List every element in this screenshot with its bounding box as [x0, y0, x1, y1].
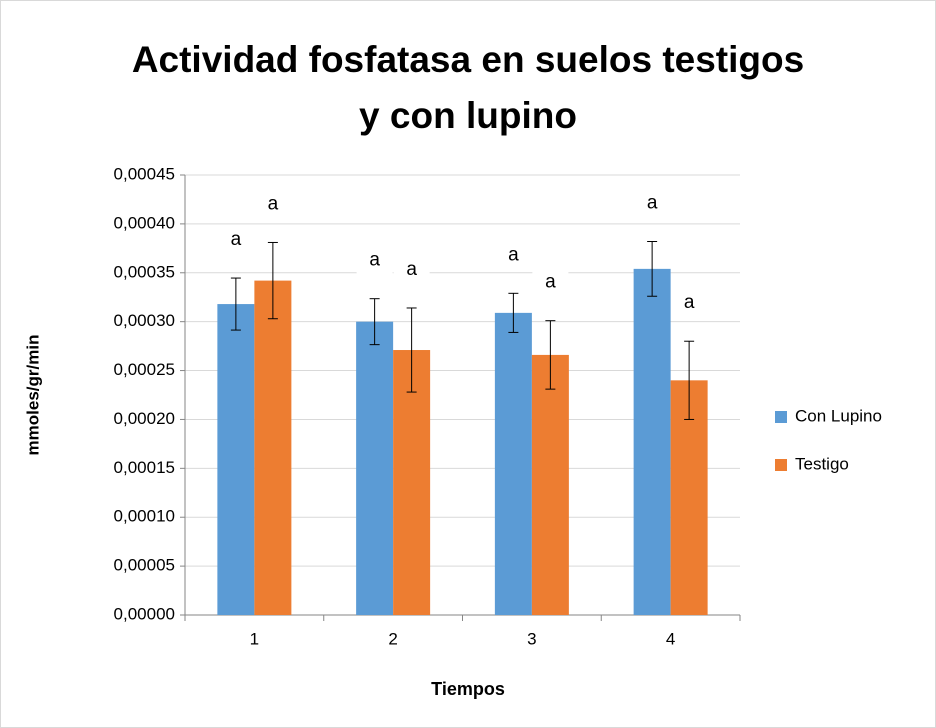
bar	[494, 312, 532, 615]
annotation-background	[671, 289, 708, 318]
annotation-background	[532, 268, 569, 297]
annotation: a	[231, 229, 242, 250]
annotation: a	[684, 292, 695, 313]
annotation-background	[393, 255, 430, 284]
annotation-background	[217, 226, 254, 255]
y-tick-label: 0,00015	[114, 458, 175, 477]
legend-swatch	[775, 411, 787, 423]
legend-swatch	[775, 459, 787, 471]
chart-title: y con lupino	[359, 95, 577, 136]
y-tick-label: 0,00000	[114, 604, 175, 623]
bar	[633, 268, 671, 615]
chart-title: Actividad fosfatasa en suelos testigos	[132, 39, 804, 80]
annotation-background	[254, 190, 291, 219]
y-tick-label: 0,00005	[114, 556, 175, 575]
legend-label: Con Lupino	[795, 406, 882, 425]
annotation-background	[495, 241, 532, 270]
x-tick-label: 1	[250, 629, 259, 648]
annotation: a	[545, 272, 556, 293]
y-tick-label: 0,00040	[114, 213, 175, 232]
annotation-background	[356, 246, 393, 275]
x-tick-label: 3	[527, 629, 536, 648]
annotation: a	[647, 193, 658, 214]
annotation: a	[268, 193, 279, 214]
annotation: a	[508, 244, 519, 265]
bar	[356, 321, 394, 615]
x-axis-label: Tiempos	[431, 679, 505, 699]
y-tick-label: 0,00045	[114, 164, 175, 183]
legend-label: Testigo	[795, 454, 849, 473]
x-tick-label: 4	[666, 629, 675, 648]
bar	[254, 280, 292, 615]
bar	[217, 304, 255, 615]
annotation-background	[634, 189, 671, 218]
y-tick-label: 0,00035	[114, 262, 175, 281]
bar	[531, 354, 569, 615]
y-tick-label: 0,00025	[114, 360, 175, 379]
annotation: a	[369, 250, 380, 271]
x-tick-label: 2	[388, 629, 397, 648]
y-tick-label: 0,00020	[114, 409, 175, 428]
y-tick-label: 0,00010	[114, 507, 175, 526]
annotation: a	[406, 259, 417, 280]
y-tick-label: 0,00030	[114, 311, 175, 330]
bar	[393, 350, 431, 615]
y-axis-label: mmoles/gr/min	[23, 335, 42, 456]
